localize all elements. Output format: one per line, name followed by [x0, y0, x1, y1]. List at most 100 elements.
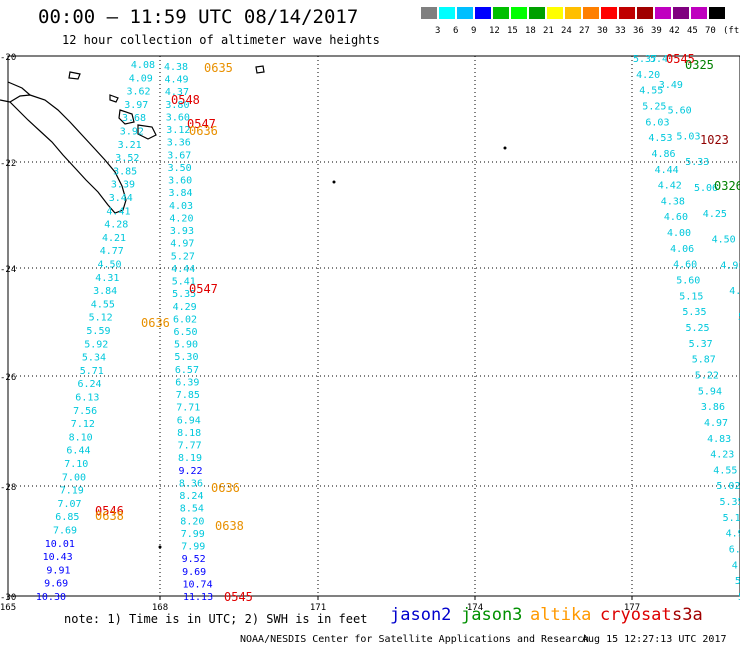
- legend-label: 39: [651, 26, 662, 36]
- legend-label: (ft): [723, 26, 740, 36]
- pass-time-label: 0635: [204, 61, 233, 75]
- swh-value-track-b: 5.30: [174, 352, 198, 363]
- pass-time-label: 0547: [189, 282, 218, 296]
- swh-value-track-a: 4.77: [100, 246, 124, 257]
- generated-timestamp: Aug 15 12:27:13 UTC 2017: [582, 634, 727, 645]
- legend-swatch: [565, 7, 581, 19]
- legend-label: 27: [579, 26, 590, 36]
- swh-value-track-b: 7.77: [178, 441, 202, 452]
- lat-label: -26: [0, 373, 16, 383]
- swh-value-track-b: 3.50: [168, 163, 192, 174]
- swh-value-track-a: 5.71: [80, 366, 104, 377]
- legend-swatch: [691, 7, 707, 19]
- swh-value-track-c: 5.25: [686, 323, 710, 334]
- swh-value-track-b: 3.36: [167, 138, 191, 149]
- map-frame: 165 168 171 174 177 -20 -22 -24 -26 -28 -30: [0, 53, 740, 613]
- lat-label: -20: [0, 53, 16, 63]
- swh-value-track-d: 5.33: [685, 157, 709, 168]
- lon-label: 174: [467, 603, 483, 613]
- swh-value-track-c: 5.60: [676, 276, 700, 287]
- pass-time-label: 1023: [700, 133, 729, 147]
- sat-label-s3a: s3a: [672, 605, 703, 625]
- chart-subtitle: 12 hour collection of altimeter wave hei…: [62, 33, 380, 47]
- swh-value-track-b: 8.54: [180, 504, 204, 515]
- legend-swatch: [457, 7, 473, 19]
- legend-swatch: [511, 7, 527, 19]
- swh-value-track-a: 4.41: [106, 206, 130, 217]
- swh-value-track-b: 7.99: [181, 529, 205, 540]
- island-5: [255, 65, 265, 74]
- legend-swatch: [619, 7, 635, 19]
- swh-value-track-d: 4.3: [729, 286, 740, 297]
- swh-value-track-a: 4.55: [91, 299, 115, 310]
- swh-value-track-b: 4.20: [169, 213, 193, 224]
- legend-swatch: [583, 7, 599, 19]
- swh-value-track-a: 3.39: [111, 180, 135, 191]
- swh-value-track-b: 7.71: [176, 403, 200, 414]
- legend-label: 3: [435, 26, 441, 36]
- swh-value-track-c: 4.86: [652, 149, 676, 160]
- island-3: [118, 109, 135, 125]
- swh-value-track-c: 5.02: [716, 481, 740, 492]
- pass-time-label: 0546: [95, 504, 124, 518]
- legend-label: 36: [633, 26, 644, 36]
- swh-value-track-a: 4.50: [98, 260, 122, 271]
- pass-time-label: 0638: [95, 509, 124, 523]
- swh-value-track-c: 4.60: [664, 212, 688, 223]
- swh-value-track-a: 4.28: [104, 220, 128, 231]
- legend-swatch: [475, 7, 491, 19]
- swh-value-track-d: 4.93: [720, 260, 740, 271]
- island-dot: [158, 545, 162, 549]
- swh-value-track-a: 7.12: [71, 419, 95, 430]
- legend-swatch: [673, 7, 689, 19]
- swh-value-track-c: 4.3: [732, 560, 740, 571]
- swh-value-track-b: 3.60: [168, 176, 192, 187]
- legend-label: 42: [669, 26, 680, 36]
- swh-value-track-b: 6.02: [173, 314, 197, 325]
- swh-value-track-a: 7.00: [62, 472, 86, 483]
- pass-time-label: 0636: [211, 481, 240, 495]
- swh-value-track-a: 4.09: [129, 73, 153, 84]
- pass-time-label: 0545: [666, 52, 695, 66]
- swh-value-track-c: 4.42: [658, 181, 682, 192]
- sat-label-altika: altika: [530, 605, 592, 625]
- lon-label: 177: [624, 603, 640, 613]
- swh-value-track-b: 6.50: [174, 327, 198, 338]
- swh-value-track-b: 8.24: [179, 491, 203, 502]
- swh-value-track-b: 4.49: [165, 75, 189, 86]
- swh-value-track-a: 3.97: [124, 100, 148, 111]
- lon-label: 171: [310, 603, 326, 613]
- swh-value-track-c: 5.15: [679, 291, 703, 302]
- lat-label: -28: [0, 483, 16, 493]
- swh-value-track-c: 5.37: [689, 339, 713, 350]
- swh-value-track-a: 10.43: [43, 552, 73, 563]
- small-islands: [158, 146, 507, 549]
- legend-swatch: [421, 7, 437, 19]
- legend-label: 18: [525, 26, 536, 36]
- island-dot: [332, 180, 336, 184]
- swh-value-track-d: 4.25: [703, 209, 727, 220]
- lon-label: 165: [0, 603, 16, 613]
- swh-value-track-b: 3.12: [166, 125, 190, 136]
- new-caledonia-coast: [9, 94, 127, 214]
- footnote: note: 1) Time is in UTC; 2) SWH is in fe…: [64, 612, 368, 626]
- data-marks: 4.08 4.09 3.62 3.97 3.68 3.92 3.21 3.52 3.85 3.39…: [36, 52, 740, 604]
- swh-value-track-a: 6.24: [78, 379, 102, 390]
- swh-value-track-c: 5.94: [698, 386, 722, 397]
- sat-label-cryosat: cryosat: [600, 605, 672, 625]
- swh-value-track-b: 3.80: [165, 100, 189, 111]
- pass-time-label: 0547: [187, 117, 216, 131]
- swh-value-track-c: 5.35: [682, 307, 706, 318]
- swh-value-track-a: 4.21: [102, 233, 126, 244]
- island-1: [68, 71, 81, 80]
- swh-value-track-c: 6.30: [729, 545, 740, 556]
- legend-label: 70: [705, 26, 716, 36]
- swh-value-track-d: 5.03: [676, 131, 700, 142]
- chart-title: 00:00 — 11:59 UTC 08/14/2017: [38, 6, 359, 28]
- swh-value-track-b: 4.97: [170, 239, 194, 250]
- swh-value-track-b: 6.57: [175, 365, 199, 376]
- swh-value-track-c: 5.25: [642, 102, 666, 113]
- swh-value-track-b: 3.93: [170, 226, 194, 237]
- swh-value-track-a: 7.07: [58, 499, 82, 510]
